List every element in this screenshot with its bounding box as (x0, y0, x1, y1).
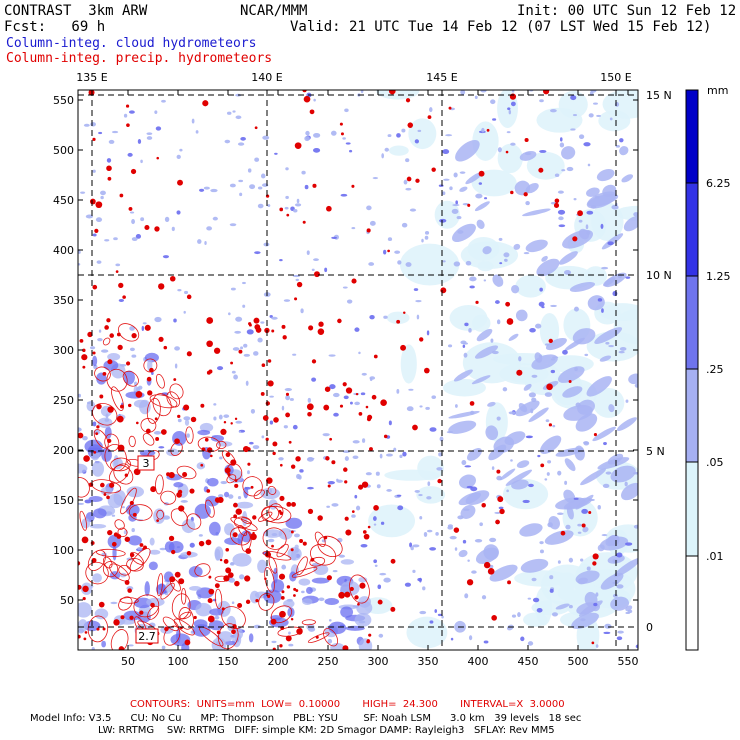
init-time: Init: 00 UTC Sun 12 Feb 12 (517, 3, 737, 19)
org-label: NCAR/MMM (240, 3, 308, 19)
colorbar-band-5 (686, 462, 698, 556)
colorbar-band-6 (686, 556, 698, 650)
field-precip-label: Column-integ. precip. hydrometeors (6, 51, 273, 66)
lat-lon-grid: 135 E 140 E 145 E 150 E 15 N 10 N 5 N 0 (76, 71, 672, 650)
lat-label: 15 N (646, 89, 672, 102)
colorbar-level-1: 6.25 (706, 177, 731, 190)
contour-info: CONTOURS: UNITS=mm LOW= 0.10000 HIGH= 24… (130, 699, 565, 710)
colorbar-level-5: .01 (706, 550, 724, 563)
lat-label: 10 N (646, 269, 672, 282)
model-title: CONTRAST 3km ARW (4, 3, 148, 19)
lat-label: 0 (646, 621, 653, 634)
contour-box-label-1: 3 (137, 455, 155, 471)
x-tick-label: 150 (218, 655, 239, 668)
y-tick-label: 200 (53, 444, 74, 457)
x-tick-label: 200 (268, 655, 289, 668)
y-tick-label: 350 (53, 294, 74, 307)
lon-label: 145 E (426, 71, 457, 84)
contour-box-label-2: 2.7 (135, 628, 159, 644)
x-tick-label: 50 (121, 655, 135, 668)
colorbar-band-4 (686, 369, 698, 462)
model-info-line1: Model Info: V3.5 CU: No Cu MP: Thompson … (30, 713, 582, 724)
x-tick-label: 450 (518, 655, 539, 668)
y-tick-label: 50 (60, 594, 74, 607)
y-tick-label: 300 (53, 344, 74, 357)
x-tick-label: 350 (418, 655, 439, 668)
colorbar-level-4: .05 (706, 456, 724, 469)
x-tick-label: 500 (568, 655, 589, 668)
x-tick-label: 550 (618, 655, 639, 668)
map-frame (77, 89, 639, 651)
colorbar-band-1 (686, 90, 698, 183)
svg-text:2.7: 2.7 (138, 630, 156, 643)
y-tick-label: 450 (53, 194, 74, 207)
colorbar-level-2: 1.25 (706, 270, 731, 283)
y-tick-label: 400 (53, 244, 74, 257)
y-tick-label: 100 (53, 544, 74, 557)
forecast-hour: Fcst: 69 h (4, 19, 106, 35)
lon-label: 140 E (251, 71, 282, 84)
y-tick-label: 150 (53, 494, 74, 507)
y-tick-label: 550 (53, 94, 74, 107)
axis-ticks: 50 100 150 200 250 300 350 400 450 500 550 50 100 150… (53, 90, 639, 668)
colorbar-band-3 (686, 276, 698, 369)
colorbar: mm 6.25 1.25 .25 .05 .01 (685, 84, 731, 651)
y-tick-label: 250 (53, 394, 74, 407)
x-tick-label: 100 (168, 655, 189, 668)
y-tick-label: 500 (53, 144, 74, 157)
field-cloud-label: Column-integ. cloud hydrometeors (6, 36, 257, 51)
colorbar-band-2 (686, 183, 698, 276)
model-info-line2: LW: RRTMG SW: RRTMG DIFF: simple KM: 2D … (98, 725, 555, 736)
x-tick-label: 250 (318, 655, 339, 668)
colorbar-unit: mm (707, 84, 728, 97)
x-tick-label: 400 (468, 655, 489, 668)
lon-label: 135 E (76, 71, 107, 84)
colorbar-level-3: .25 (706, 363, 724, 376)
x-tick-label: 300 (368, 655, 389, 668)
hydrometeor-field (78, 90, 638, 650)
lon-label: 150 E (600, 71, 631, 84)
valid-time: Valid: 21 UTC Tue 14 Feb 12 (07 LST Wed … (290, 19, 712, 35)
lat-label: 5 N (646, 445, 665, 458)
svg-text:3: 3 (143, 457, 150, 470)
